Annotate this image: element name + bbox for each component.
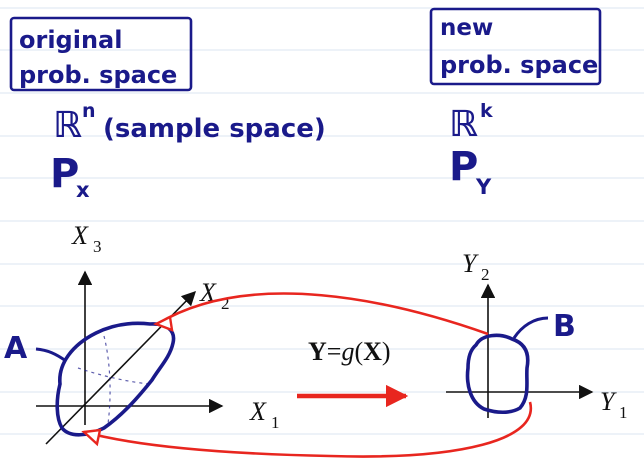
- x3-label: X 3: [71, 221, 102, 256]
- x1-subscript: 1: [271, 413, 280, 432]
- original-prob-subscript: x: [76, 178, 90, 202]
- set-b-region: [465, 333, 530, 415]
- x2-letter: X: [199, 278, 217, 307]
- set-a-hatch: [77, 335, 151, 425]
- y2-subscript: 2: [481, 265, 490, 284]
- original-prob-symbol: P: [50, 151, 79, 197]
- original-box-line2: prob. space: [19, 61, 177, 89]
- new-space-box: [429, 7, 602, 86]
- new-prob-measure: P Y: [449, 144, 492, 199]
- x3-subscript: 3: [93, 237, 102, 256]
- y2-letter: Y: [462, 249, 479, 278]
- original-sample-space-note: (sample space): [103, 114, 326, 144]
- new-prob-subscript: Y: [475, 175, 492, 199]
- x3-letter: X: [71, 221, 89, 250]
- original-box-line1: original: [19, 26, 122, 54]
- mapping-eq: =: [327, 337, 342, 366]
- mapping-close: ): [382, 337, 391, 366]
- set-b-label: B: [553, 309, 576, 344]
- original-sample-space-exponent: n: [82, 100, 96, 122]
- y1-label: Y 1: [600, 387, 628, 422]
- x1-letter: X: [249, 397, 267, 426]
- x2-subscript: 2: [221, 294, 230, 313]
- original-prob-measure: P x: [50, 151, 90, 202]
- y1-subscript: 1: [619, 403, 628, 422]
- y1-letter: Y: [600, 387, 617, 416]
- mapping-label: Y=g(X): [308, 337, 391, 366]
- set-a-label: A: [4, 331, 28, 366]
- new-prob-symbol: P: [449, 144, 478, 190]
- mapping-x: X: [363, 337, 382, 366]
- new-sample-space: ℝ k: [449, 100, 493, 145]
- set-a-pointer: [35, 347, 67, 363]
- x1-label: X 1: [249, 397, 280, 432]
- mapping-curve-bottom: [83, 401, 533, 458]
- mapping-curve-bottom-tip: [81, 428, 102, 447]
- set-a-region: [55, 321, 176, 437]
- mapping-curve-top: [156, 292, 489, 336]
- original-sample-space: ℝ n (sample space): [53, 100, 326, 146]
- new-sample-space-exponent: k: [480, 100, 493, 122]
- mapping-open: (: [354, 337, 363, 366]
- new-box-line2: prob. space: [440, 51, 598, 79]
- y2-label: Y 2: [462, 249, 490, 284]
- original-sample-space-symbol: ℝ: [53, 105, 82, 146]
- mapping-g: g: [341, 337, 354, 366]
- mapping-curve-top-tip: [153, 315, 174, 332]
- mapping-y: Y: [308, 337, 327, 366]
- original-space-box: [9, 16, 193, 92]
- right-axes: [446, 283, 594, 418]
- new-box-line1: new: [440, 15, 493, 41]
- new-sample-space-symbol: ℝ: [449, 104, 478, 145]
- set-b-pointer: [512, 316, 549, 339]
- x2-label: X 2: [199, 278, 230, 313]
